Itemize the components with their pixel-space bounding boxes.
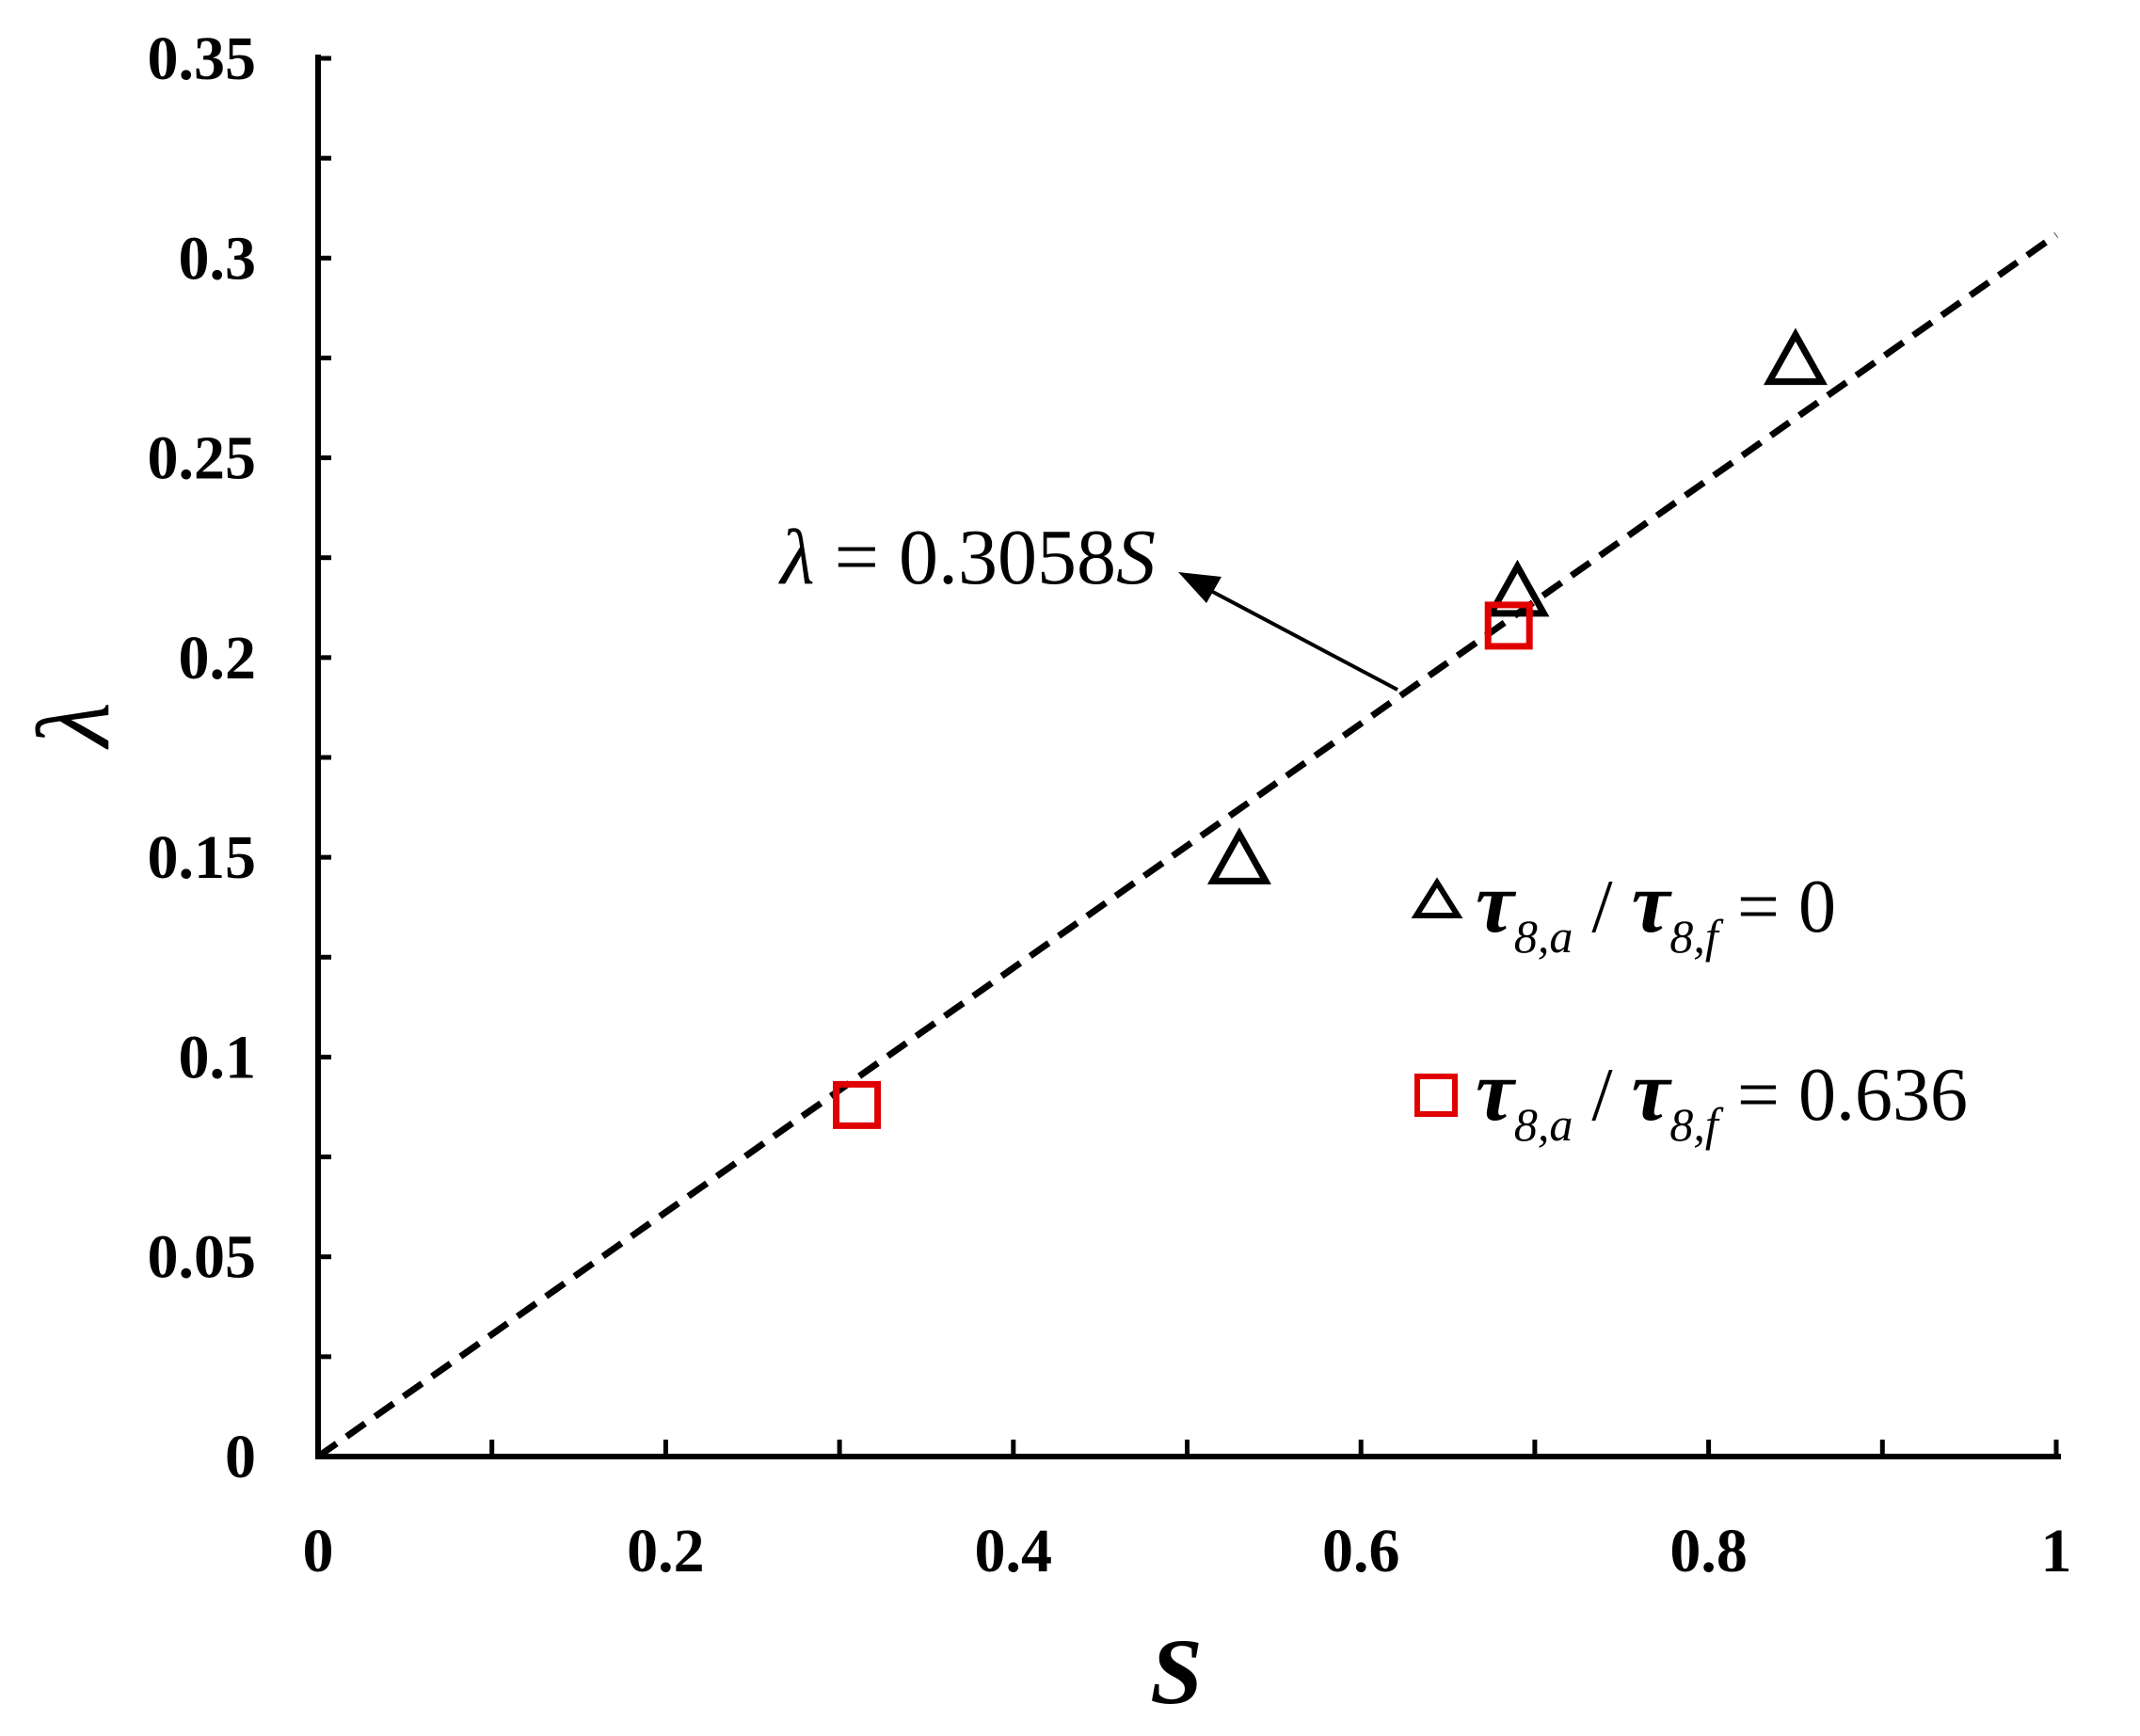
y-tick-label: 0 [225, 1423, 256, 1491]
y-tick-label: 0.35 [148, 24, 257, 93]
square-point [833, 1080, 882, 1129]
x-tick-label: 1 [2041, 1517, 2072, 1585]
x-tick-label: 0.2 [627, 1517, 705, 1585]
y-tick-label: 0.05 [148, 1223, 257, 1292]
ticks: 0 0.2 0.4 0.6 0.8 1 0 0.05 0.1 0.15 0.2 0.25 0.3 0.35 [148, 24, 2072, 1585]
x-axis-title: S [1150, 1619, 1203, 1724]
axis-titles: S λ [16, 702, 1203, 1724]
fit-annotation-text: λ = 0.3058S [777, 514, 1156, 601]
y-axis-title: λ [16, 702, 131, 750]
fit-annotation: λ = 0.3058S [777, 514, 1398, 692]
square-point [1484, 601, 1533, 650]
x-tick-label: 0.6 [1322, 1517, 1400, 1585]
x-tick-label: 0.8 [1669, 1517, 1748, 1585]
legend-label: τ8,a / τ8,f = 0.636 [1476, 1043, 1968, 1151]
legend-label: τ8,a / τ8,f = 0 [1476, 854, 1836, 963]
x-tick-label: 0 [303, 1517, 334, 1585]
fit-line [315, 231, 2059, 1459]
triangle-point [1763, 327, 1828, 386]
y-tick-label: 0.25 [148, 424, 257, 493]
data-points [833, 327, 1828, 1129]
annotation-arrow-line [1208, 588, 1398, 692]
triangle-point [1485, 559, 1550, 617]
y-tick-label: 0.15 [148, 823, 257, 892]
fit-line-group [315, 231, 2059, 1459]
legend: τ8,a / τ8,f = 0 τ8,a / τ8,f = 0.636 [1411, 854, 1968, 1151]
legend-entry: τ8,a / τ8,f = 0 [1411, 854, 1836, 963]
x-tick-label: 0.4 [975, 1517, 1053, 1585]
legend-square-marker [1414, 1074, 1458, 1117]
y-tick-label: 0.1 [179, 1023, 257, 1091]
annotation-arrowhead [1178, 572, 1222, 603]
y-tick-label: 0.3 [179, 224, 257, 293]
legend-triangle-marker [1411, 877, 1463, 918]
legend-entry: τ8,a / τ8,f = 0.636 [1414, 1043, 1968, 1151]
triangle-point [1206, 827, 1271, 884]
y-tick-label: 0.2 [179, 624, 257, 693]
axes [315, 55, 2061, 1459]
